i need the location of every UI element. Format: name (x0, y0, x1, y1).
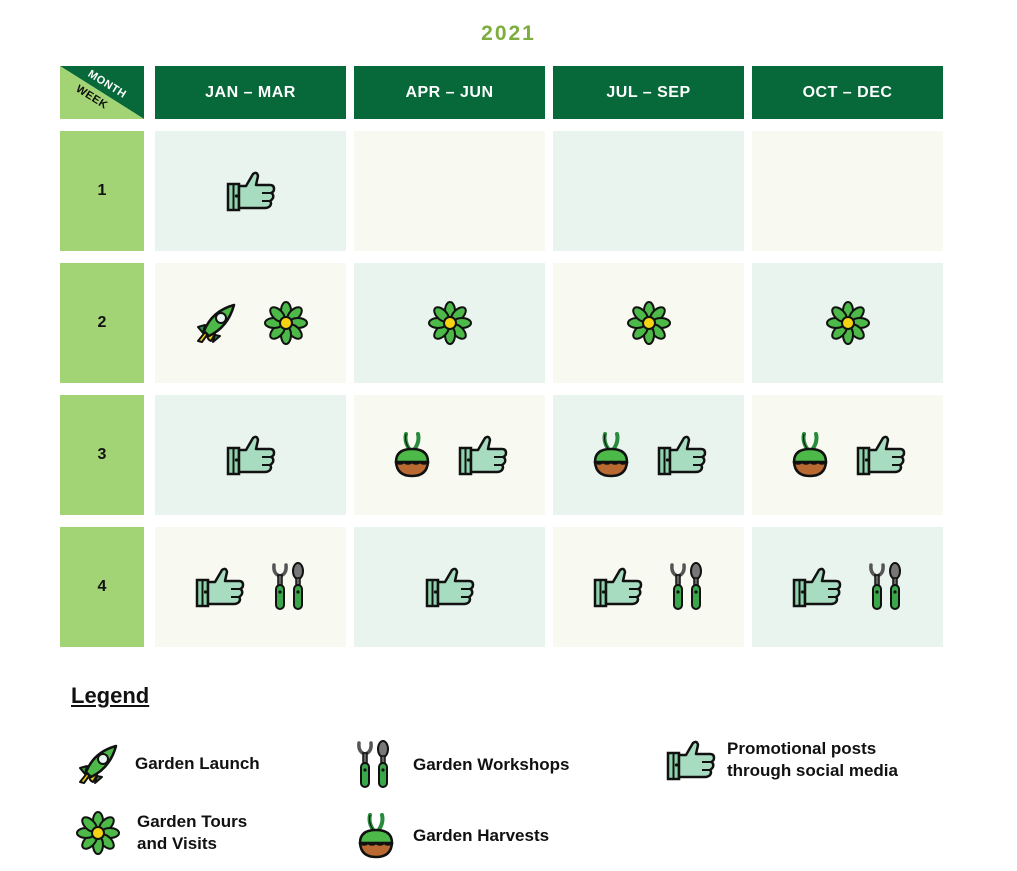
grid-cell (752, 263, 943, 383)
flower-icon (76, 811, 120, 855)
grid-cell (553, 131, 744, 251)
thumbs-up-icon (792, 566, 842, 608)
grid-cell (553, 263, 744, 383)
thumbs-up-icon (425, 566, 475, 608)
year-title: 2021 (481, 22, 536, 45)
thumbs-up-icon (226, 170, 276, 212)
rocket-icon (194, 301, 238, 345)
rocket-icon (76, 742, 118, 786)
grid-cell (155, 527, 346, 647)
flower-icon (427, 301, 472, 345)
legend-item-promo: Promotional posts through social media (666, 738, 898, 782)
grid-cell (155, 131, 346, 251)
thumbs-up-icon (458, 434, 508, 476)
week-label-1: 1 (60, 131, 144, 251)
garden-tools-icon (356, 740, 392, 790)
legend-label: Garden Launch (135, 754, 260, 773)
thumbs-up-icon (657, 434, 707, 476)
harvest-bulb-icon (591, 432, 631, 478)
flower-icon (263, 301, 308, 345)
legend-label: Promotional posts through social media (727, 739, 898, 780)
legend-item-workshop: Garden Workshops (356, 740, 570, 790)
harvest-bulb-icon (392, 432, 432, 478)
week-label-2: 2 (60, 263, 144, 383)
week-label-4: 4 (60, 527, 144, 647)
grid-cell (553, 527, 744, 647)
grid-cell (752, 131, 943, 251)
grid-cell (354, 527, 545, 647)
thumbs-up-icon (593, 566, 643, 608)
legend-label: Garden Tours and Visits (137, 812, 248, 853)
garden-tools-icon (669, 562, 705, 612)
thumbs-up-icon (856, 434, 906, 476)
column-header-q1: JAN – MAR (155, 66, 346, 119)
flower-icon (626, 301, 671, 345)
harvest-bulb-icon (356, 813, 394, 859)
garden-tools-icon (271, 562, 307, 612)
harvest-bulb-icon (790, 432, 830, 478)
week-label-3: 3 (60, 395, 144, 515)
column-header-q4: OCT – DEC (752, 66, 943, 119)
garden-tools-icon (868, 562, 904, 612)
grid-cell (752, 527, 943, 647)
grid-cell (553, 395, 744, 515)
thumbs-up-icon (666, 739, 716, 781)
grid-cell (155, 263, 346, 383)
legend-label: Garden Harvests (413, 826, 550, 845)
thumbs-up-icon (226, 434, 276, 476)
flower-icon (825, 301, 870, 345)
grid-cell (752, 395, 943, 515)
thumbs-up-icon (195, 566, 245, 608)
grid-cell (155, 395, 346, 515)
legend-item-tours: Garden Tours and Visits (76, 811, 247, 855)
legend-item-harvest: Garden Harvests (356, 813, 549, 859)
grid-cell (354, 263, 545, 383)
legend-item-launch: Garden Launch (76, 742, 260, 786)
column-header-q3: JUL – SEP (553, 66, 744, 119)
column-header-q2: APR – JUN (354, 66, 545, 119)
grid-cell (354, 131, 545, 251)
grid-cell (354, 395, 545, 515)
corner-header: MONTH WEEK (60, 66, 144, 119)
legend-label: Garden Workshops (413, 755, 570, 774)
legend-title: Legend (71, 683, 150, 708)
